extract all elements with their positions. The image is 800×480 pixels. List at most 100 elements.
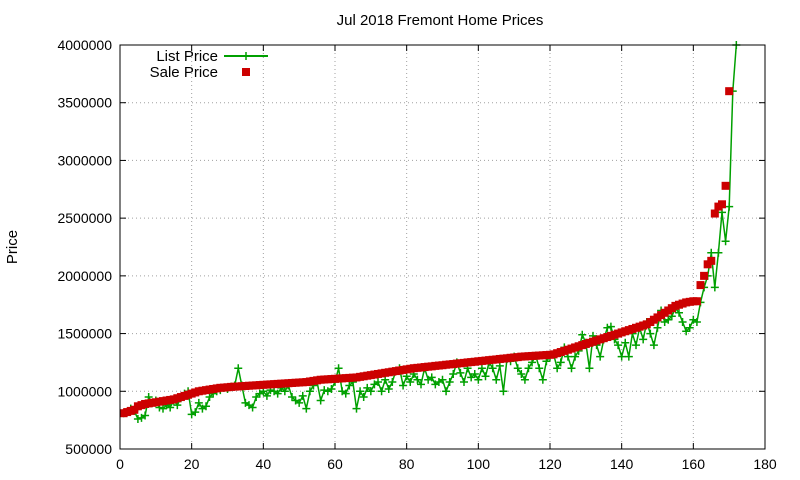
list-price-point [460,378,468,387]
list-price-point [675,308,683,317]
x-tick-label: 40 [256,456,272,472]
list-price-point [596,352,605,361]
plot-frame [119,44,766,450]
list-price-point [417,380,425,389]
legend: List Price Sale Price [150,48,268,81]
list-price-point [352,404,361,413]
list-price-point [725,202,734,211]
list-price-point [639,335,648,344]
list-price-point [624,352,633,361]
list-price-point [133,414,142,423]
list-price-point [714,248,723,257]
list-price-point [327,384,336,393]
legend-marker-sale-price [242,68,250,76]
list-price-point [334,364,343,373]
sale-price-point [696,281,705,290]
list-price-point [438,375,447,384]
list-price-point [166,403,175,412]
x-tick-label: 60 [327,456,343,472]
list-price-point [159,404,167,413]
y-tick-label: 1000000 [57,383,112,399]
list-price-point [377,387,386,396]
list-price-point [191,408,200,417]
chart-title: Jul 2018 Fremont Home Prices [337,12,544,29]
list-price-point [571,352,580,361]
list-price-point [707,248,716,257]
list-price-point [517,369,526,378]
list-price-point [685,323,694,332]
sale-price-point [710,209,719,218]
list-price-point [578,330,587,339]
list-price-point [692,318,701,327]
list-price-point [316,396,325,405]
list-price-point [288,393,296,402]
list-price-point [470,369,479,378]
list-price-point [632,341,640,350]
list-price-point [585,364,594,373]
list-price-point [678,318,687,327]
list-price-point [499,387,508,396]
y-axis: 500000 1000000 1500000 2000000 2500000 300000… [57,37,765,457]
list-price-point [427,373,436,382]
list-price-point [442,387,451,396]
list-price-point [524,364,533,373]
y-tick-label: 2000000 [57,268,112,284]
list-price-point [302,404,311,413]
list-price-point [363,383,372,392]
y-axis-label: Price [4,230,21,264]
list-price-point [567,364,576,373]
y-tick-label: 500000 [65,441,112,457]
list-price-point [710,283,719,292]
list-price-point [234,364,243,373]
list-price-point [456,368,465,377]
list-price-point [513,364,522,373]
list-price-point [359,393,368,402]
list-price-point [406,378,415,387]
x-axis: 0 20 40 60 80 100 120 140 160 180 [116,45,777,472]
list-price-point [194,398,203,407]
list-price-point [202,402,210,411]
list-price-point [556,358,565,367]
list-price-point [474,375,483,384]
list-price-point [664,315,673,324]
x-tick-label: 100 [467,456,491,472]
y-tick-label: 1500000 [57,326,112,342]
list-price-point [374,378,382,387]
x-tick-label: 80 [399,456,415,472]
list-price-point [345,381,354,390]
list-price-point [384,384,393,393]
list-price-point [388,378,397,387]
list-price-point [141,411,150,420]
list-price-point [653,323,662,332]
x-tick-label: 120 [538,456,562,472]
list-price-point [262,391,271,400]
sale-price-point [721,181,730,190]
series-layer [119,41,741,423]
x-tick-label: 140 [610,456,634,472]
sale-price-point [718,200,726,209]
list-price-point [413,375,422,384]
list-price-point [553,364,562,373]
list-price-point [477,364,486,373]
list-price-point [520,375,529,384]
list-price-point [252,393,261,402]
list-price-point [295,398,304,407]
list-price-point [492,375,501,384]
list-price-point [280,387,289,396]
sale-price-point [700,271,709,280]
legend-plus-mark [242,52,250,60]
list-price-point [305,387,314,396]
list-price-point [298,391,307,400]
list-price-point [399,381,408,390]
y-tick-label: 3500000 [57,95,112,111]
y-tick-label: 2500000 [57,210,112,226]
x-tick-label: 0 [116,456,124,472]
list-price-point [617,352,626,361]
sale-price-point [725,87,734,96]
x-tick-label: 160 [682,456,706,472]
list-price-point [467,373,476,382]
list-price-point [535,364,544,373]
sale-price-point [692,297,701,306]
list-price-point [621,338,630,347]
